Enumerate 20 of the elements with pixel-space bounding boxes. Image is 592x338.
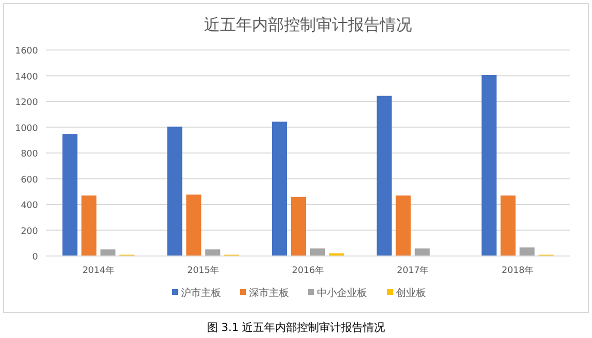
legend-label: 深市主板 bbox=[249, 287, 289, 299]
chart-title: 近五年内部控制审计报告情况 bbox=[204, 15, 412, 34]
y-tick-label: 400 bbox=[20, 201, 38, 211]
legend-label: 沪市主板 bbox=[181, 287, 221, 299]
x-tick-label: 2015年 bbox=[187, 265, 220, 276]
y-tick-label: 1200 bbox=[15, 98, 38, 108]
x-tick-label: 2014年 bbox=[82, 265, 114, 276]
legend-label: 中小企业板 bbox=[317, 287, 367, 299]
y-tick-label: 600 bbox=[20, 175, 38, 186]
y-tick-label: 1000 bbox=[15, 124, 38, 134]
y-tick-label: 800 bbox=[20, 150, 38, 160]
x-tick-label: 2016年 bbox=[292, 265, 324, 276]
y-tick-label: 200 bbox=[20, 226, 38, 237]
x-tick-label: 2017年 bbox=[396, 265, 429, 276]
y-tick-label: 1600 bbox=[15, 46, 38, 56]
y-tick-label: 0 bbox=[32, 252, 38, 262]
legend-label: 创业板 bbox=[396, 287, 426, 299]
caption: 图 3.1 近五年内部控制审计报告情况 bbox=[206, 321, 386, 334]
y-tick-label: 1400 bbox=[15, 72, 38, 82]
x-tick-label: 2018年 bbox=[502, 265, 534, 276]
